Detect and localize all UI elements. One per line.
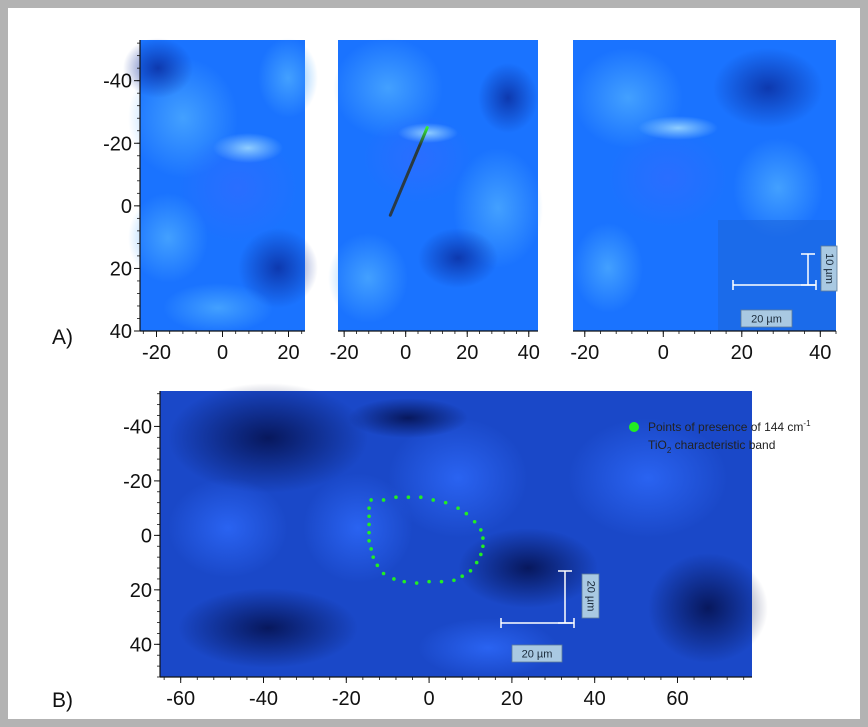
legend-line-2: TiO2 characteristic band [648,438,775,455]
a2-x-tick-label-1: 0 [400,342,411,364]
tio2-point-29 [367,522,371,527]
a3-x-tick-label-1: 0 [658,342,669,364]
tio2-point-31 [367,506,371,510]
tio2-point-19 [427,579,431,584]
b-x-tick-label-3: 0 [424,688,435,710]
tio2-point-4 [419,495,423,500]
tio2-point-13 [479,552,483,557]
a2-x-tick-label-0: -20 [330,342,359,364]
tio2-point-1 [381,498,386,502]
tio2-points [367,495,485,585]
svg-text:20 µm: 20 µm [585,581,597,612]
svg-text:10 µm: 10 µm [823,253,835,284]
tio2-point-18 [439,579,444,584]
tio2-point-3 [406,495,411,500]
tio2-point-9 [472,519,477,524]
tio2-point-17 [452,578,456,583]
tio2-point-0 [369,498,373,502]
scale-label-b-vertical: 20 µm [581,573,600,619]
tio2-point-15 [468,568,473,573]
scale-bar-a3 [732,253,817,290]
a1-y-tick-label-2: 0 [121,196,132,218]
tio2-point-5 [431,498,436,502]
panel-b-image [160,383,768,678]
b-x-tick-label-4: 20 [501,688,523,710]
b-x-tick-label-2: -20 [332,688,361,710]
tio2-point-24 [375,563,380,568]
tio2-point-16 [460,574,465,579]
tio2-point-22 [392,577,396,581]
scale-bar-b [500,570,575,628]
a2-x-tick-label-3: 40 [518,342,540,364]
svg-text:20 µm: 20 µm [751,314,782,326]
panel-a1-image [123,38,318,333]
panel-a2-image [328,38,543,331]
tio2-point-8 [464,511,469,516]
a3-x-tick-label-2: 20 [731,342,753,364]
tio2-point-27 [367,539,371,543]
tio2-point-21 [402,579,407,584]
a3-x-tick-label-0: -20 [570,342,599,364]
tio2-point-11 [481,536,485,540]
tio2-point-14 [474,560,479,565]
figure-frame: -20 0 20 -40 -20 0 20 40 -20 0 20 40 -20 0 20 40 -60-… [8,8,860,719]
tio2-point-7 [456,506,460,510]
b-y-tick-label-0: -40 [123,416,152,438]
tio2-point-23 [381,571,386,576]
panel-label-a: A) [52,326,73,349]
b-y-tick-label-4: 40 [130,634,152,656]
b-x-tick-label-0: -60 [166,688,195,710]
scale-label-b-horizontal: 20 µm [511,644,563,663]
axes-panel-b: -60 -40 -20 0 20 40 60 -40 -20 0 20 40 [123,391,752,710]
b-y-tick-label-1: -20 [123,471,152,493]
tio2-point-6 [443,500,448,505]
a1-y-tick-label-1: -20 [103,133,132,155]
a2-x-tick-label-2: 20 [456,342,478,364]
a1-y-tick-label-3: 20 [110,258,132,280]
tio2-point-28 [367,530,371,535]
b-y-tick-label-2: 0 [141,525,152,547]
panel-a3-image [573,40,836,331]
axes-panel-a3: -20 0 20 40 [570,330,837,364]
tio2-point-12 [481,544,485,549]
axes-panel-a2: -20 0 20 40 [330,330,540,364]
tio2-point-10 [479,528,483,532]
tio2-point-25 [371,555,376,559]
a1-y-tick-label-4: 40 [110,321,132,343]
b-x-tick-label-5: 40 [584,688,606,710]
a1-x-tick-label-0: -20 [142,342,171,364]
scale-label-a3-horizontal: 20 µm [740,309,793,328]
b-x-tick-label-6: 60 [666,688,688,710]
axes-panel-a1: -20 0 20 -40 -20 0 20 40 [103,40,305,364]
legend-line-1: Points of presence of 144 cm-1 [648,419,811,434]
panel-label-b: B) [52,689,73,712]
scale-label-a3-vertical: 10 µm [820,245,838,292]
b-x-tick-label-1: -40 [249,688,278,710]
tio2-point-30 [367,514,371,519]
b-y-tick-label-3: 20 [130,580,152,602]
legend-marker [629,422,639,432]
a3-x-tick-label-3: 40 [809,342,831,364]
a1-x-tick-label-2: 20 [277,342,299,364]
legend: Points of presence of 144 cm-1 TiO2 char… [629,419,811,455]
a1-x-tick-label-1: 0 [217,342,228,364]
scan-line-a2 [388,126,429,217]
tio2-point-2 [394,495,398,500]
svg-text:20 µm: 20 µm [522,649,553,661]
tio2-point-26 [369,547,373,551]
a1-y-tick-label-0: -40 [103,71,132,93]
tio2-point-20 [414,581,419,585]
